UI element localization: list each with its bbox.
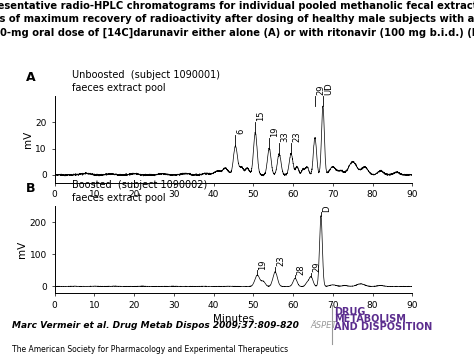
Text: 23: 23 bbox=[292, 131, 301, 142]
Text: 400-mg oral dose of [14C]darunavir either alone (A) or with ritonavir (100 mg b.: 400-mg oral dose of [14C]darunavir eithe… bbox=[0, 27, 474, 38]
Text: METABOLISM: METABOLISM bbox=[334, 314, 406, 324]
Text: 29: 29 bbox=[316, 84, 325, 94]
Text: B: B bbox=[26, 181, 36, 195]
Text: ÄSPET: ÄSPET bbox=[310, 321, 337, 330]
Text: faeces extract pool: faeces extract pool bbox=[73, 83, 166, 93]
Text: 19: 19 bbox=[271, 126, 280, 137]
Text: 15: 15 bbox=[256, 110, 265, 121]
Text: Representative radio-HPLC chromatograms for individual pooled methanolic fecal e: Representative radio-HPLC chromatograms … bbox=[0, 1, 474, 11]
X-axis label: Minutes: Minutes bbox=[213, 314, 254, 324]
Text: UD: UD bbox=[324, 82, 333, 94]
Text: 33: 33 bbox=[280, 131, 289, 142]
Text: The American Society for Pharmacology and Experimental Therapeutics: The American Society for Pharmacology an… bbox=[12, 345, 288, 354]
Text: D: D bbox=[322, 205, 331, 212]
Text: AND DISPOSITION: AND DISPOSITION bbox=[334, 322, 432, 332]
Y-axis label: mV: mV bbox=[17, 241, 27, 258]
Text: DRUG: DRUG bbox=[334, 307, 365, 317]
Text: 29: 29 bbox=[312, 262, 321, 272]
Text: 23: 23 bbox=[276, 256, 285, 267]
Text: faeces extract pool: faeces extract pool bbox=[73, 193, 166, 203]
Text: Boosted  (subject 1090002): Boosted (subject 1090002) bbox=[73, 180, 208, 190]
Text: 6: 6 bbox=[237, 129, 246, 134]
Text: Marc Vermeir et al. Drug Metab Dispos 2009;37:809-820: Marc Vermeir et al. Drug Metab Dispos 20… bbox=[12, 321, 299, 330]
Y-axis label: mV: mV bbox=[23, 131, 33, 148]
Text: A: A bbox=[26, 71, 36, 84]
Text: 19: 19 bbox=[258, 259, 267, 270]
Text: Unboosted  (subject 1090001): Unboosted (subject 1090001) bbox=[73, 70, 220, 80]
Text: 28: 28 bbox=[296, 264, 305, 274]
Text: periods of maximum recovery of radioactivity after dosing of healthy male subjec: periods of maximum recovery of radioacti… bbox=[0, 14, 474, 24]
